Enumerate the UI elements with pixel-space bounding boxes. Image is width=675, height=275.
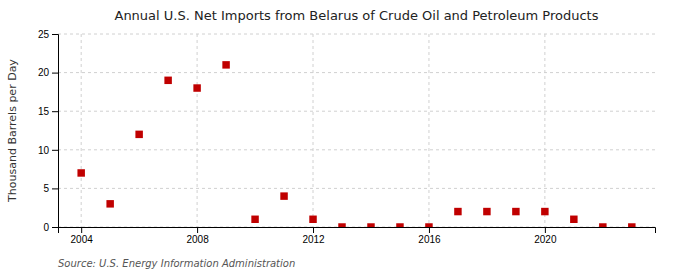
point (628, 223, 635, 227)
x-tick: 2012 (302, 227, 325, 245)
x-tick-mark (545, 227, 546, 233)
y-tick-label: 0 (43, 222, 49, 233)
point (251, 216, 258, 223)
y-tick: 15 (38, 106, 58, 117)
point (396, 223, 403, 227)
y-tick-mark (52, 227, 58, 228)
point (483, 208, 490, 215)
y-grid-line (58, 34, 655, 35)
y-grid-line (58, 111, 655, 112)
x-grid-line (428, 34, 429, 227)
point (77, 169, 84, 176)
x-tick-label: 2020 (534, 234, 557, 245)
y-tick-mark (52, 34, 58, 35)
y-tick-mark (52, 150, 58, 151)
y-tick-label: 20 (38, 67, 50, 78)
x-tick-label: 2004 (71, 234, 94, 245)
grid (58, 34, 655, 227)
x-tick: 2020 (534, 227, 557, 245)
x-tick-mark (313, 227, 314, 233)
x-tick-mark (81, 227, 82, 233)
y-tick-label: 25 (38, 29, 50, 40)
y-tick: 5 (43, 183, 58, 194)
point (280, 192, 287, 199)
point (135, 131, 142, 138)
x-grid-line (81, 34, 82, 227)
x-tick-label: 2008 (186, 234, 209, 245)
point (164, 77, 171, 84)
y-tick-mark (52, 188, 58, 189)
point (338, 223, 345, 227)
point (454, 208, 461, 215)
x-grid-line (544, 34, 545, 227)
point (309, 216, 316, 223)
y-tick: 10 (38, 145, 58, 156)
y-tick-mark (52, 111, 58, 112)
title: Annual U.S. Net Imports from Belarus of … (114, 8, 598, 23)
y-axis-line (52, 35, 59, 228)
point (425, 223, 432, 227)
x-tick: 2016 (418, 227, 441, 245)
x-tick-mark (197, 227, 198, 233)
source-note: Source: U.S. Energy Information Administ… (58, 258, 295, 269)
point (541, 208, 548, 215)
point (570, 216, 577, 223)
y-tick-mark (52, 73, 58, 74)
chart-container: 2004 2008 2012 2016 2020 0 5 10 15 20 25 Annual U.S… (0, 0, 675, 275)
plot: 2004 2008 2012 2016 2020 0 5 10 15 20 25 (38, 29, 656, 245)
x-tick: 2004 (71, 227, 94, 245)
y-tick-label: 10 (38, 145, 50, 156)
y-tick-label: 15 (38, 106, 50, 117)
y-axis: 0 5 10 15 20 25 (38, 29, 59, 233)
point (106, 200, 113, 207)
chart-svg: 2004 2008 2012 2016 2020 0 5 10 15 20 25 Annual U.S… (0, 0, 675, 275)
x-grid-line (197, 34, 198, 227)
y-grid-line (58, 72, 655, 73)
y-grid-line (58, 149, 655, 150)
y-tick: 25 (38, 29, 58, 40)
point (222, 61, 229, 68)
y-tick: 20 (38, 67, 58, 78)
y-tick: 0 (43, 222, 58, 233)
y-tick-label: 5 (43, 183, 49, 194)
point (599, 223, 606, 227)
x-axis-line (59, 228, 656, 234)
point (367, 223, 374, 227)
x-axis: 2004 2008 2012 2016 2020 (59, 227, 656, 245)
point (193, 84, 200, 91)
x-tick: 2008 (186, 227, 209, 245)
x-grid-line (313, 34, 314, 227)
y-axis-label: Thousand Barrels per Day (6, 59, 19, 203)
x-tick-mark (429, 227, 430, 233)
y-grid-line (58, 188, 655, 189)
points (77, 61, 635, 227)
point (512, 208, 519, 215)
x-tick-label: 2016 (418, 234, 441, 245)
x-tick-label: 2012 (302, 234, 325, 245)
